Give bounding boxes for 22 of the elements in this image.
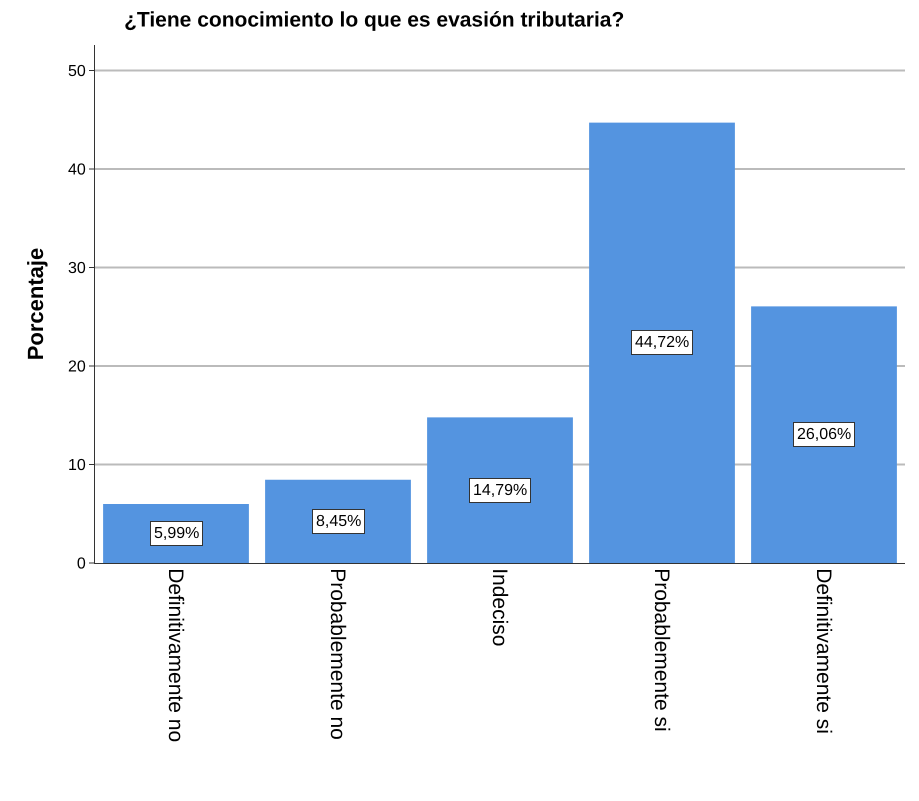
- x-tick-label: Indeciso: [488, 568, 512, 646]
- y-axis-title: Porcentaje: [22, 248, 48, 360]
- data-label: 14,79%: [473, 482, 528, 499]
- y-tick-label: 0: [76, 556, 86, 573]
- data-label: 44,72%: [635, 334, 690, 351]
- x-tick-label: Definitivamente si: [812, 568, 836, 734]
- x-tick-label: Probablemente no: [326, 568, 350, 740]
- data-label: 8,45%: [316, 513, 362, 530]
- data-label: 5,99%: [154, 525, 200, 542]
- y-tick-label: 10: [68, 457, 86, 474]
- bar: [265, 480, 411, 563]
- y-tick-label: 40: [68, 162, 86, 179]
- y-tick-label: 50: [68, 63, 86, 80]
- x-tick-label: Probablemente si: [650, 568, 674, 732]
- data-label: 26,06%: [797, 426, 852, 443]
- chart-title: ¿Tiene conocimiento lo que es evasión tributaria?: [124, 8, 624, 32]
- y-tick-label: 20: [68, 358, 86, 376]
- bar: [427, 417, 573, 563]
- bar: [751, 306, 897, 563]
- x-tick-label: Definitivamente no: [164, 568, 188, 742]
- y-tick-label: 30: [68, 260, 86, 278]
- bar: [589, 122, 735, 563]
